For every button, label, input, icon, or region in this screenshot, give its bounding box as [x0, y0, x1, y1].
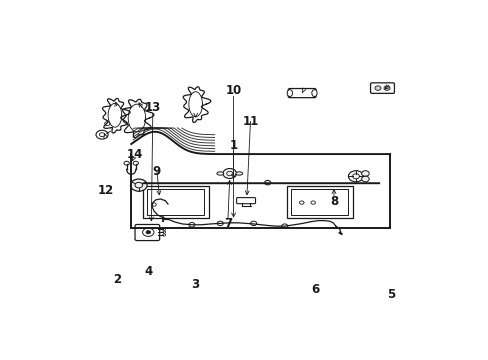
Ellipse shape — [235, 172, 242, 175]
Circle shape — [374, 86, 380, 90]
Circle shape — [264, 180, 270, 185]
Ellipse shape — [311, 90, 317, 96]
Text: 9: 9 — [152, 165, 161, 178]
Ellipse shape — [217, 172, 223, 175]
Text: 2: 2 — [113, 273, 121, 286]
Bar — [286, 186, 352, 218]
Circle shape — [146, 231, 150, 234]
Bar — [290, 189, 347, 215]
Circle shape — [188, 222, 195, 227]
Circle shape — [250, 221, 256, 226]
Circle shape — [163, 231, 165, 233]
Circle shape — [124, 161, 129, 165]
Circle shape — [347, 171, 363, 182]
Text: 13: 13 — [144, 101, 161, 114]
Circle shape — [130, 179, 147, 191]
Circle shape — [133, 161, 138, 165]
Circle shape — [223, 168, 236, 179]
Text: 12: 12 — [98, 184, 114, 197]
Bar — [147, 189, 204, 215]
Text: 10: 10 — [225, 84, 241, 97]
Text: 11: 11 — [242, 115, 258, 128]
Circle shape — [217, 221, 223, 226]
Text: 1: 1 — [229, 139, 237, 152]
Circle shape — [96, 130, 108, 139]
Ellipse shape — [286, 90, 292, 96]
FancyBboxPatch shape — [236, 198, 255, 204]
Circle shape — [361, 171, 368, 176]
Circle shape — [361, 176, 368, 182]
Circle shape — [163, 234, 165, 236]
Circle shape — [281, 224, 287, 228]
Text: 7: 7 — [224, 217, 231, 230]
Text: 6: 6 — [310, 283, 319, 296]
Circle shape — [104, 122, 110, 126]
FancyBboxPatch shape — [370, 83, 394, 93]
Circle shape — [383, 86, 389, 90]
Bar — [142, 186, 208, 218]
Text: 14: 14 — [126, 148, 143, 161]
Circle shape — [163, 228, 165, 231]
Text: 8: 8 — [329, 195, 337, 208]
FancyBboxPatch shape — [135, 225, 159, 240]
Text: 5: 5 — [386, 288, 394, 301]
FancyBboxPatch shape — [288, 89, 315, 98]
Text: 4: 4 — [144, 265, 152, 278]
Text: 3: 3 — [191, 278, 199, 291]
